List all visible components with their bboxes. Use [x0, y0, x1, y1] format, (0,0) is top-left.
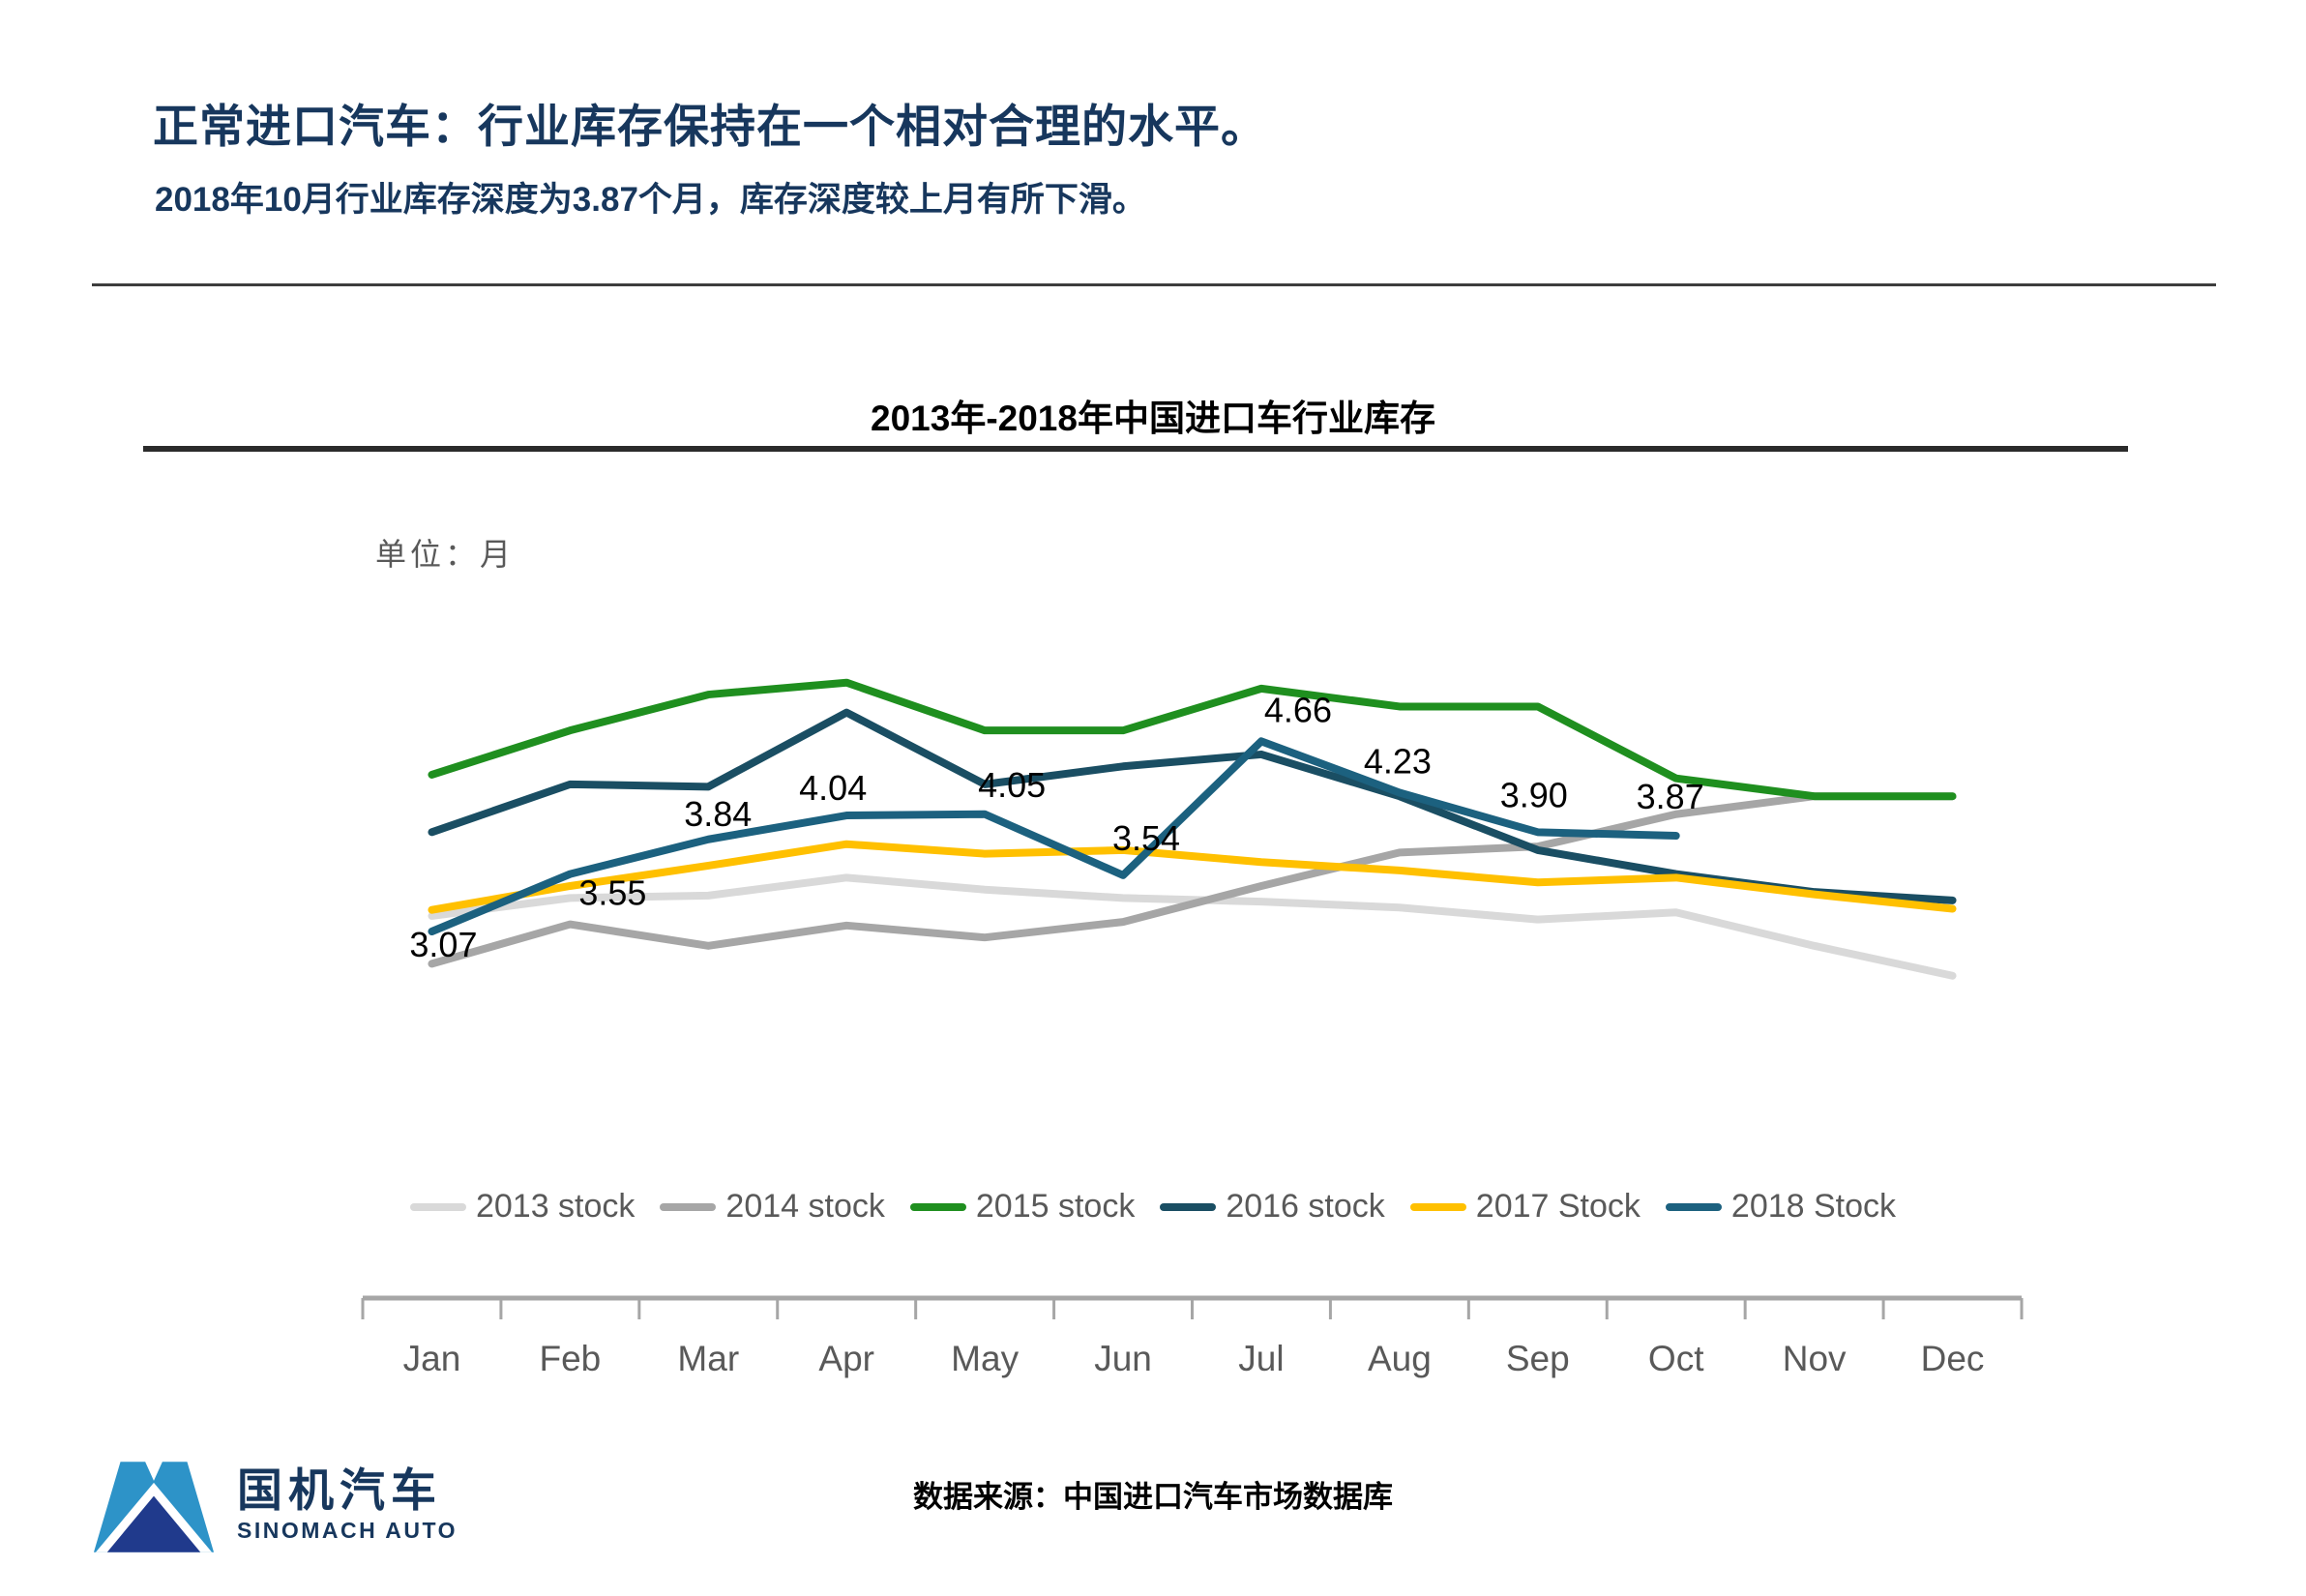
x-axis-label-may: May	[951, 1339, 1019, 1378]
x-axis-label-jul: Jul	[1238, 1339, 1284, 1378]
x-axis-label-nov: Nov	[1783, 1339, 1847, 1378]
legend-swatch	[909, 1202, 966, 1211]
data-label-4.66: 4.66	[1264, 690, 1332, 729]
x-axis-label-apr: Apr	[818, 1339, 874, 1378]
x-axis-label-aug: Aug	[1368, 1339, 1432, 1378]
x-axis-label-feb: Feb	[539, 1339, 601, 1378]
legend-label: 2018 Stock	[1730, 1188, 1897, 1225]
chart-legend: 2013 stock 2014 stock 2015 stock 2016 stock…	[290, 1188, 2016, 1226]
legend-label: 2013 stock	[475, 1188, 636, 1225]
x-axis-label-mar: Mar	[677, 1339, 739, 1378]
data-label-3.55: 3.55	[578, 873, 646, 913]
x-axis-label-jun: Jun	[1094, 1339, 1152, 1378]
data-source-note: 数据来源：中国进口汽车市场数据库	[913, 1480, 1393, 1514]
legend-swatch	[1665, 1202, 1722, 1211]
legend-label: 2016 stock	[1226, 1188, 1385, 1225]
series-line-2015-stock	[428, 678, 1957, 801]
page-title: 正常进口汽车：行业库存保持在一个相对合理的水平。	[153, 101, 1267, 152]
legend-label: 2015 stock	[975, 1188, 1136, 1225]
legend-item-2013-stock: 2013 stock	[409, 1188, 636, 1226]
page-subtitle: 2018年10月行业库存深度为3.87个月，库存深度较上月有所下滑。	[155, 181, 1146, 219]
legend-item-2014-stock: 2014 stock	[660, 1188, 885, 1226]
logo-front	[106, 1495, 201, 1552]
mountain-logo-icon	[93, 1462, 215, 1552]
data-label-4.04: 4.04	[799, 768, 867, 808]
data-label-3.54: 3.54	[1112, 818, 1180, 858]
legend-item-2016-stock: 2016 stock	[1160, 1188, 1385, 1226]
header-divider	[92, 283, 2216, 286]
data-label-3.07: 3.07	[409, 925, 477, 964]
legend-item-2015-stock: 2015 stock	[909, 1188, 1136, 1226]
legend-label: 2017 Stock	[1475, 1188, 1641, 1225]
data-label-3.84: 3.84	[684, 794, 752, 834]
data-label-3.87: 3.87	[1637, 777, 1704, 816]
unit-label: 单位：月	[375, 536, 516, 573]
data-label-4.05: 4.05	[978, 765, 1046, 805]
x-axis-label-oct: Oct	[1648, 1339, 1704, 1378]
legend-item-2017-stock: 2017 Stock	[1409, 1188, 1641, 1226]
chart-title: 2013年-2018年中国进口车行业库存	[871, 399, 1435, 438]
chart-title-rule	[143, 446, 2128, 452]
sinomach-logo: 国机汽车 SINOMACH AUTO	[92, 1456, 458, 1554]
x-axis-label-dec: Dec	[1921, 1339, 1985, 1378]
series-line-2017-stock	[428, 840, 1957, 914]
series-line-2014-stock	[428, 792, 1957, 968]
legend-label: 2014 stock	[725, 1188, 885, 1225]
legend-swatch	[1160, 1202, 1217, 1211]
legend-item-2018-stock: 2018 Stock	[1665, 1188, 1897, 1226]
logo-cn-text: 国机汽车	[237, 1463, 442, 1516]
x-axis-label-sep: Sep	[1506, 1339, 1570, 1378]
legend-swatch	[1409, 1202, 1466, 1211]
x-axis-label-jan: Jan	[403, 1339, 461, 1378]
data-label-3.90: 3.90	[1500, 775, 1568, 814]
data-label-4.23: 4.23	[1364, 742, 1432, 782]
series-line-2013-stock	[428, 873, 1957, 980]
logo-en-text: SINOMACH AUTO	[237, 1518, 458, 1544]
series-line-2018-stock	[428, 737, 1680, 935]
legend-swatch	[409, 1202, 466, 1211]
legend-swatch	[660, 1202, 717, 1211]
